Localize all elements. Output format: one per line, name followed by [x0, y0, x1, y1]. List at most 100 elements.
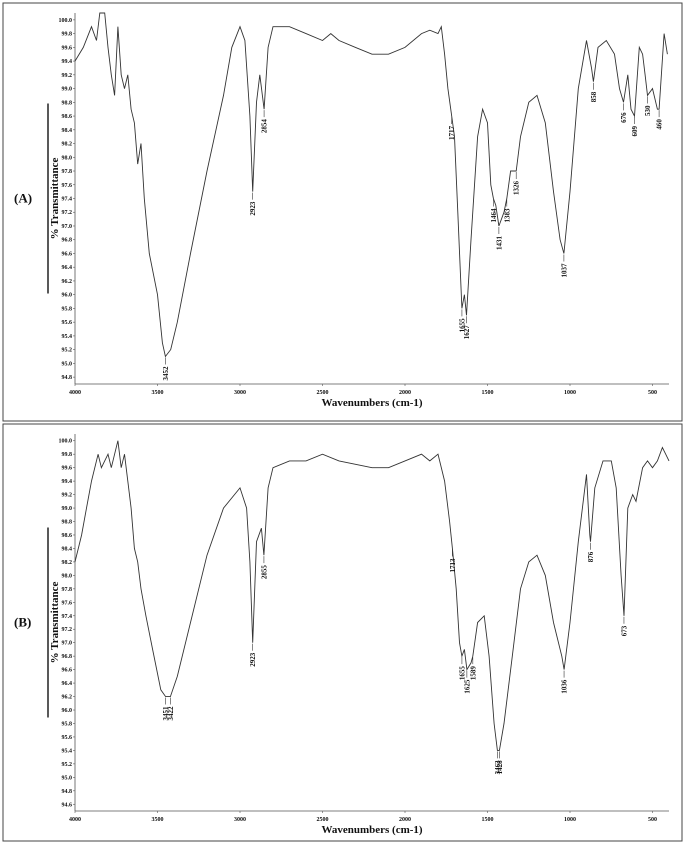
- y-tick-label: 97.2: [62, 210, 73, 216]
- peak-label: 2854: [261, 119, 269, 133]
- peak-label: 530: [644, 105, 652, 116]
- y-tick-label: 99.6: [62, 45, 73, 51]
- peak-label: 1036: [561, 679, 569, 694]
- y-tick-label: 98.4: [62, 128, 73, 134]
- y-tick-label: 96.8: [62, 238, 73, 244]
- x-tick-label: 4000: [69, 817, 81, 823]
- y-tick-label: 99.8: [62, 32, 73, 38]
- y-tick-label: 96.4: [62, 681, 73, 687]
- y-tick-label: 97.0: [62, 641, 73, 647]
- y-tick-label: 95.6: [62, 320, 73, 326]
- y-tick-label: 94.8: [62, 789, 73, 795]
- panel-label: (A): [14, 191, 32, 206]
- peak-label: 1717: [448, 126, 456, 141]
- peak-label: 673: [620, 625, 628, 636]
- y-axis-title: % Transmittance: [49, 581, 61, 663]
- spectrum-line: [74, 12, 668, 358]
- y-tick-label: 96.6: [62, 668, 73, 674]
- y-tick-label: 97.6: [62, 183, 73, 189]
- y-tick-label: 97.0: [62, 224, 73, 230]
- x-tick-label: 500: [648, 390, 657, 396]
- y-tick-label: 98.0: [62, 573, 73, 579]
- y-tick-label: 98.8: [62, 100, 73, 106]
- peak-label: 1326: [513, 181, 521, 196]
- x-tick-label: 3000: [234, 817, 246, 823]
- y-tick-label: 97.4: [62, 197, 73, 203]
- x-tick-label: 1000: [564, 817, 576, 823]
- x-tick-label: 1500: [482, 390, 494, 396]
- peak-label: 1431: [495, 235, 503, 250]
- x-tick-label: 3500: [152, 817, 164, 823]
- y-tick-label: 95.0: [62, 361, 73, 367]
- peak-label: 1655: [458, 666, 466, 681]
- x-tick-label: 500: [648, 817, 657, 823]
- y-tick-label: 95.8: [62, 721, 73, 727]
- y-tick-label: 98.2: [62, 560, 73, 566]
- x-tick-label: 4000: [69, 390, 81, 396]
- peak-label: 609: [631, 126, 639, 137]
- x-tick-label: 1000: [564, 390, 576, 396]
- y-tick-label: 96.0: [62, 293, 73, 299]
- y-tick-label: 99.0: [62, 506, 73, 512]
- y-tick-label: 95.6: [62, 735, 73, 741]
- y-tick-label: 98.0: [62, 155, 73, 161]
- x-tick-label: 3500: [152, 390, 164, 396]
- x-tick-label: 3000: [234, 390, 246, 396]
- x-tick-label: 2500: [317, 390, 329, 396]
- peak-label: 1589: [469, 666, 477, 681]
- peak-label: 3422: [167, 706, 175, 721]
- peak-label: 1625: [463, 679, 471, 694]
- peak-label: 1655: [458, 318, 466, 333]
- y-tick-label: 98.6: [62, 114, 73, 120]
- peak-label: 1037: [560, 263, 568, 278]
- y-tick-label: 94.6: [62, 802, 73, 808]
- y-tick-label: 95.4: [62, 334, 73, 340]
- peak-label: 1713: [449, 558, 457, 573]
- x-tick-label: 1500: [482, 817, 494, 823]
- y-tick-label: 96.6: [62, 251, 73, 257]
- y-tick-label: 95.2: [62, 762, 73, 768]
- spectrum-line: [74, 440, 670, 751]
- peak-label: 2855: [260, 565, 268, 580]
- x-tick-label: 2500: [317, 817, 329, 823]
- y-tick-label: 98.2: [62, 142, 73, 148]
- peak-label: 2923: [249, 652, 257, 667]
- peak-label: 3451: [162, 706, 170, 721]
- y-tick-label: 95.8: [62, 306, 73, 312]
- y-tick-label: 95.4: [62, 748, 73, 754]
- y-tick-label: 95.2: [62, 348, 73, 354]
- peak-label: 1464: [490, 208, 498, 223]
- y-tick-label: 94.8: [62, 375, 73, 381]
- peak-label: 1383: [503, 208, 511, 223]
- y-tick-label: 99.6: [62, 466, 73, 472]
- y-tick-label: 99.8: [62, 452, 73, 458]
- peak-label: 1428: [496, 760, 504, 775]
- peak-label: 1627: [463, 325, 471, 340]
- y-tick-label: 100.0: [59, 439, 73, 445]
- y-tick-label: 99.4: [62, 59, 73, 65]
- y-tick-label: 97.4: [62, 614, 73, 620]
- peak-label: 2923: [249, 201, 257, 216]
- peak-label: 3452: [162, 366, 170, 381]
- x-axis-title: Wavenumbers (cm-1): [321, 397, 422, 409]
- y-tick-label: 98.6: [62, 533, 73, 539]
- panel-label: (B): [14, 615, 31, 630]
- peak-label: 460: [656, 119, 664, 130]
- y-tick-label: 99.0: [62, 87, 73, 93]
- y-tick-label: 96.0: [62, 708, 73, 714]
- peak-label: 858: [590, 91, 598, 102]
- x-axis-title: Wavenumbers (cm-1): [321, 824, 422, 836]
- peak-label: 3463: [494, 760, 502, 775]
- y-tick-label: 97.2: [62, 627, 73, 633]
- y-tick-label: 96.4: [62, 265, 73, 271]
- peak-label: 876: [587, 551, 595, 562]
- y-tick-label: 98.8: [62, 520, 73, 526]
- y-tick-label: 97.6: [62, 600, 73, 606]
- y-axis-title: % Transmittance: [49, 157, 61, 239]
- y-tick-label: 100.0: [59, 18, 73, 24]
- y-tick-label: 99.4: [62, 479, 73, 485]
- panel-frame: [2, 423, 683, 842]
- y-tick-label: 97.8: [62, 169, 73, 175]
- x-tick-label: 2000: [399, 817, 411, 823]
